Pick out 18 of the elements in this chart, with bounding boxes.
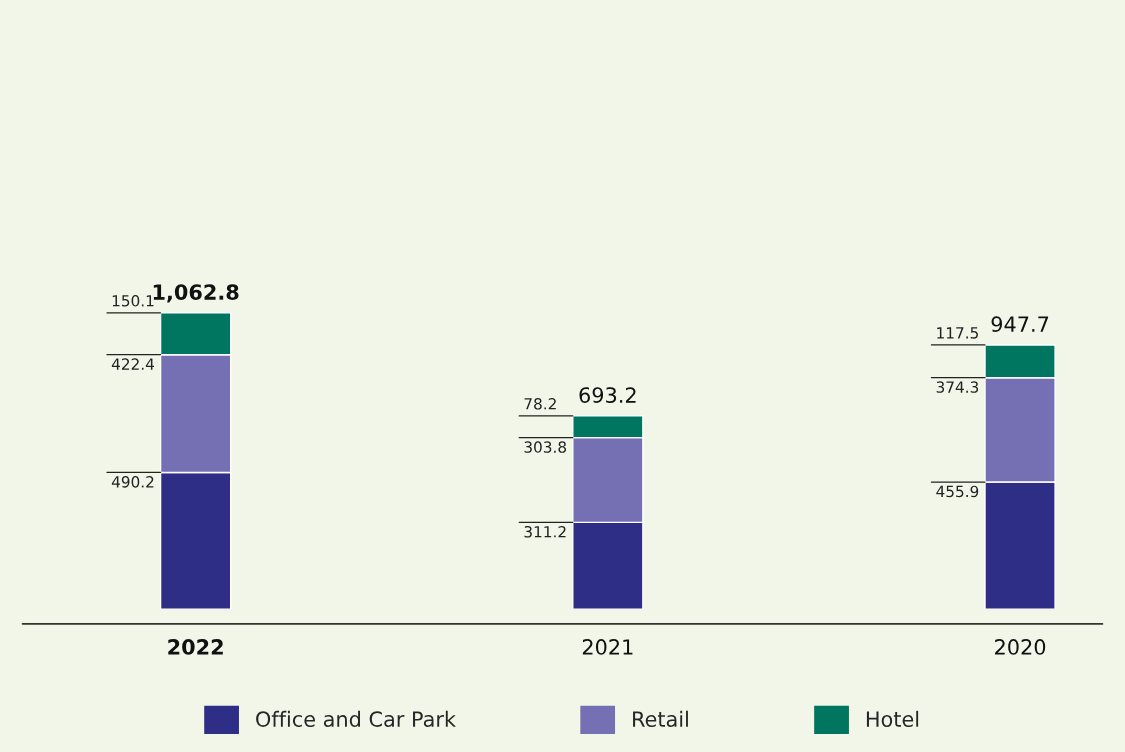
data-label: 374.3 <box>936 381 979 393</box>
data-label: 150.1 <box>112 295 154 307</box>
data-label: 422.4 <box>111 358 155 370</box>
x-tick-label: 2022 <box>168 639 223 655</box>
x-tick-label: 2020 <box>995 639 1046 655</box>
data-label: 311.2 <box>524 525 566 538</box>
data-label: 303.8 <box>524 441 567 453</box>
legend-label: Office and Car Park <box>256 710 456 727</box>
data-label: 78.2 <box>524 398 556 410</box>
x-tick-label: 2021 <box>582 639 633 655</box>
total-label: 947.7 <box>991 316 1049 333</box>
legend-label: Hotel <box>866 710 919 727</box>
legend-label: Retail <box>633 710 688 727</box>
total-label: 693.2 <box>579 387 636 403</box>
data-label: 455.9 <box>936 485 979 498</box>
data-label: 117.5 <box>937 327 978 339</box>
total-label: 1,062.8 <box>153 284 239 303</box>
data-label: 490.2 <box>111 476 154 488</box>
